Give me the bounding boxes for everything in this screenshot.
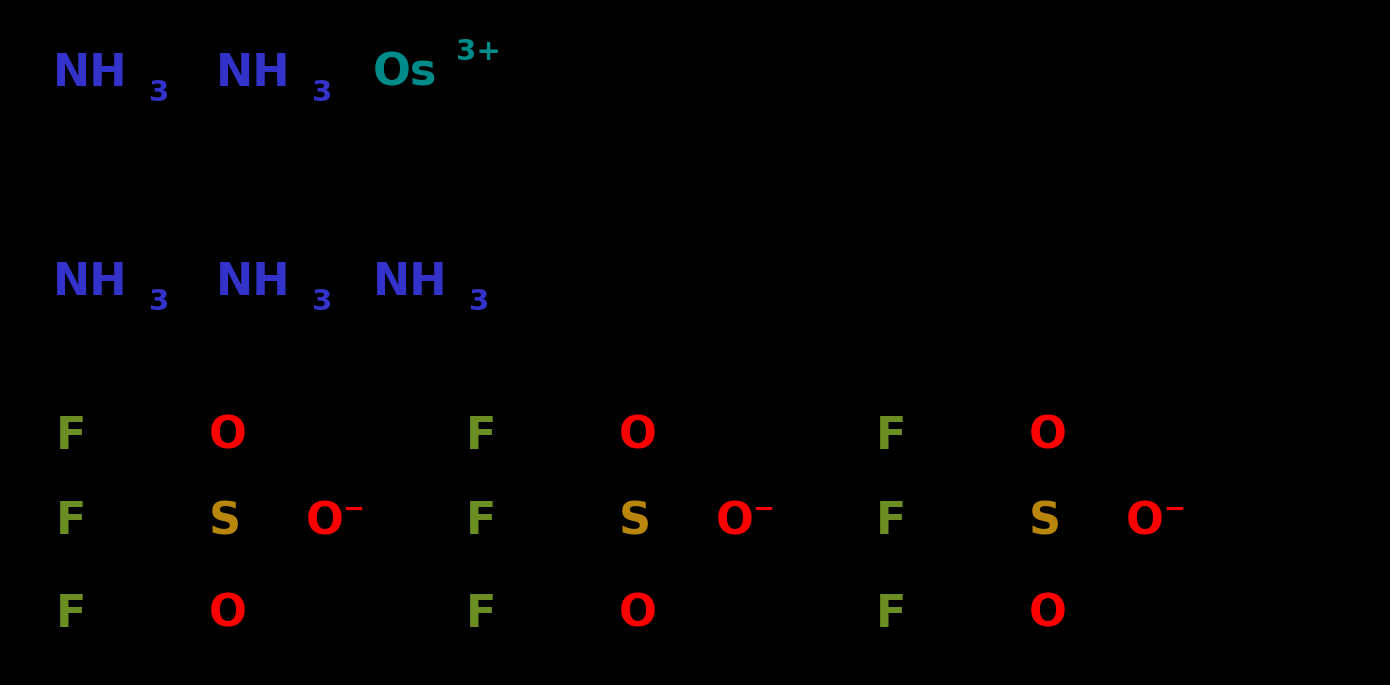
Text: O: O (1029, 593, 1066, 636)
Text: −: − (343, 497, 364, 523)
Text: NH: NH (215, 260, 291, 303)
Text: O: O (208, 414, 246, 458)
Text: 3: 3 (311, 79, 332, 107)
Text: F: F (56, 500, 86, 543)
Text: NH: NH (373, 260, 448, 303)
Text: F: F (466, 593, 496, 636)
Text: 3+: 3+ (456, 38, 500, 66)
Text: F: F (876, 500, 906, 543)
Text: F: F (466, 500, 496, 543)
Text: 3: 3 (311, 288, 332, 316)
Text: −: − (753, 497, 774, 523)
Text: F: F (56, 593, 86, 636)
Text: 3: 3 (149, 79, 170, 107)
Text: −: − (1163, 497, 1184, 523)
Text: NH: NH (53, 51, 128, 95)
Text: NH: NH (53, 260, 128, 303)
Text: O: O (306, 500, 343, 543)
Text: O: O (1029, 414, 1066, 458)
Text: O: O (619, 414, 656, 458)
Text: S: S (208, 500, 240, 543)
Text: NH: NH (215, 51, 291, 95)
Text: O: O (716, 500, 753, 543)
Text: F: F (876, 593, 906, 636)
Text: F: F (876, 414, 906, 458)
Text: F: F (466, 414, 496, 458)
Text: Os: Os (373, 51, 436, 95)
Text: O: O (619, 593, 656, 636)
Text: S: S (619, 500, 651, 543)
Text: 3: 3 (149, 288, 170, 316)
Text: O: O (1126, 500, 1163, 543)
Text: S: S (1029, 500, 1061, 543)
Text: F: F (56, 414, 86, 458)
Text: 3: 3 (468, 288, 489, 316)
Text: O: O (208, 593, 246, 636)
